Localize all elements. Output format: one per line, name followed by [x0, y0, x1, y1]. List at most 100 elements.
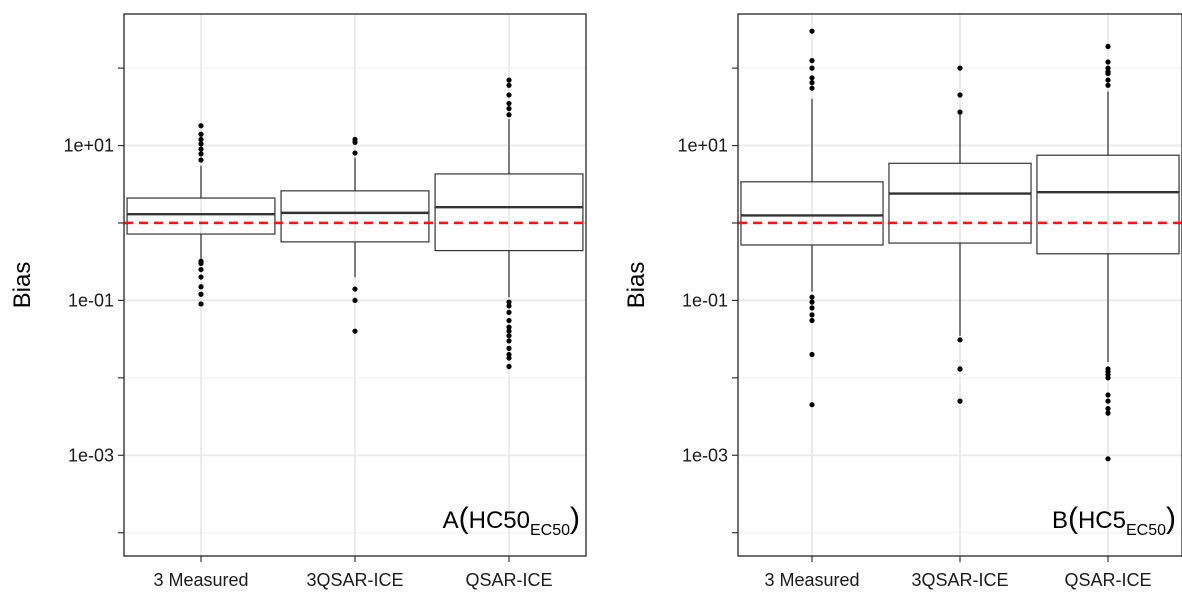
box-iqr: [126, 197, 276, 235]
outlier-point: [198, 157, 204, 163]
outlier-point: [198, 136, 204, 143]
outlier-point: [809, 351, 815, 358]
outlier-point: [198, 123, 204, 129]
outlier-point: [506, 303, 512, 309]
outlier-point: [1105, 366, 1111, 372]
outlier-point: [198, 151, 204, 157]
panel-label-open-paren: (: [459, 502, 469, 535]
box-iqr: [434, 173, 584, 252]
box-iqr: [1036, 154, 1180, 255]
outlier-point: [198, 258, 204, 264]
outlier-point: [809, 294, 815, 300]
panel-label-subscript: EC50: [1126, 522, 1166, 539]
box-iqr: [280, 190, 430, 243]
box-iqr: [888, 162, 1032, 244]
outlier-point: [506, 333, 512, 339]
panel-label-open-paren: (: [1068, 502, 1078, 535]
outlier-point: [506, 92, 512, 98]
outlier-point: [957, 337, 963, 343]
panel-label-main: HC50: [469, 507, 530, 534]
box-3-measured: [740, 28, 884, 408]
outlier-point: [1105, 43, 1111, 50]
outlier-point: [809, 299, 815, 305]
outlier-point: [198, 274, 204, 280]
outlier-point: [1105, 77, 1111, 83]
outlier-point: [352, 286, 358, 292]
outlier-point: [1105, 456, 1111, 462]
panel-label-letter: A: [443, 507, 459, 534]
outlier-point: [198, 141, 204, 147]
box-3qsar-ice: [888, 65, 1032, 404]
y-tick-label: 1e-03: [682, 445, 728, 465]
outlier-point: [506, 324, 512, 330]
outlier-point: [506, 100, 512, 107]
outlier-point: [506, 338, 512, 344]
y-tick-label: 1e-01: [68, 290, 114, 310]
outlier-point: [809, 402, 815, 408]
outlier-point: [198, 131, 204, 137]
panel-label: A(HC50EC50): [443, 502, 580, 539]
y-tick-label: 1e-01: [682, 290, 728, 310]
outlier-point: [352, 328, 358, 334]
outlier-point: [1105, 65, 1111, 71]
y-tick-label: 1e+01: [63, 136, 114, 156]
outlier-point: [809, 28, 815, 34]
panel-label-close-paren: ): [1166, 502, 1176, 535]
panel-A: 1e-03 1e-01 1e+01 3 Measured 3QSAR-ICE QSAR-I…: [9, 13, 587, 590]
outlier-point: [198, 284, 204, 290]
panel-label-letter: B: [1052, 507, 1068, 534]
outlier-point: [352, 150, 358, 156]
outlier-point: [1105, 82, 1111, 88]
outlier-point: [506, 351, 512, 358]
panel-label-subscript: EC50: [530, 522, 570, 539]
panel-label: B(HC5EC50): [1052, 502, 1176, 539]
outlier-point: [198, 266, 204, 273]
outlier-point: [1105, 398, 1111, 404]
outlier-point: [809, 75, 815, 81]
outlier-point: [506, 77, 512, 83]
panel-label-close-paren: ): [570, 502, 580, 535]
box-qsar-ice: [434, 77, 584, 370]
outlier-point: [957, 65, 963, 71]
outlier-point: [506, 309, 512, 315]
y-axis-title: Bias: [9, 262, 36, 309]
x-tick-label: QSAR-ICE: [1064, 570, 1151, 590]
x-tick-label: 3QSAR-ICE: [911, 570, 1008, 590]
y-axis-title: Bias: [623, 262, 650, 309]
outlier-point: [809, 312, 815, 318]
outlier-point: [957, 109, 963, 115]
outlier-point: [506, 317, 512, 324]
box-iqr: [740, 181, 884, 246]
outlier-point: [506, 363, 512, 370]
outlier-point: [1105, 406, 1111, 412]
outlier-point: [198, 291, 204, 297]
outlier-point: [352, 297, 358, 304]
box-3qsar-ice: [280, 136, 430, 334]
outlier-point: [1105, 392, 1111, 398]
outlier-point: [809, 305, 815, 311]
outlier-point: [957, 398, 963, 404]
box-qsar-ice: [1036, 43, 1180, 462]
outlier-point: [506, 82, 512, 88]
panel-label-main: HC5: [1078, 507, 1126, 534]
outlier-point: [506, 112, 512, 118]
x-tick-label: 3 Measured: [153, 570, 248, 590]
outlier-point: [809, 65, 815, 71]
outlier-point: [1105, 410, 1111, 416]
x-tick-label: 3 Measured: [764, 570, 859, 590]
outlier-point: [198, 301, 204, 307]
outlier-point: [1105, 59, 1111, 65]
outlier-point: [506, 328, 512, 334]
outlier-point: [506, 106, 512, 112]
panel-B: 1e-03 1e-01 1e+01 3 Measured 3QSAR-ICE QSAR-I…: [623, 13, 1182, 590]
y-tick-label: 1e+01: [677, 136, 728, 156]
outlier-point: [957, 366, 963, 372]
outlier-point: [809, 317, 815, 324]
outlier-point: [506, 299, 512, 305]
outlier-point: [809, 58, 815, 64]
x-tick-label: 3QSAR-ICE: [306, 570, 403, 590]
outlier-point: [809, 85, 815, 91]
box-3-measured: [126, 123, 276, 307]
outlier-point: [506, 345, 512, 351]
